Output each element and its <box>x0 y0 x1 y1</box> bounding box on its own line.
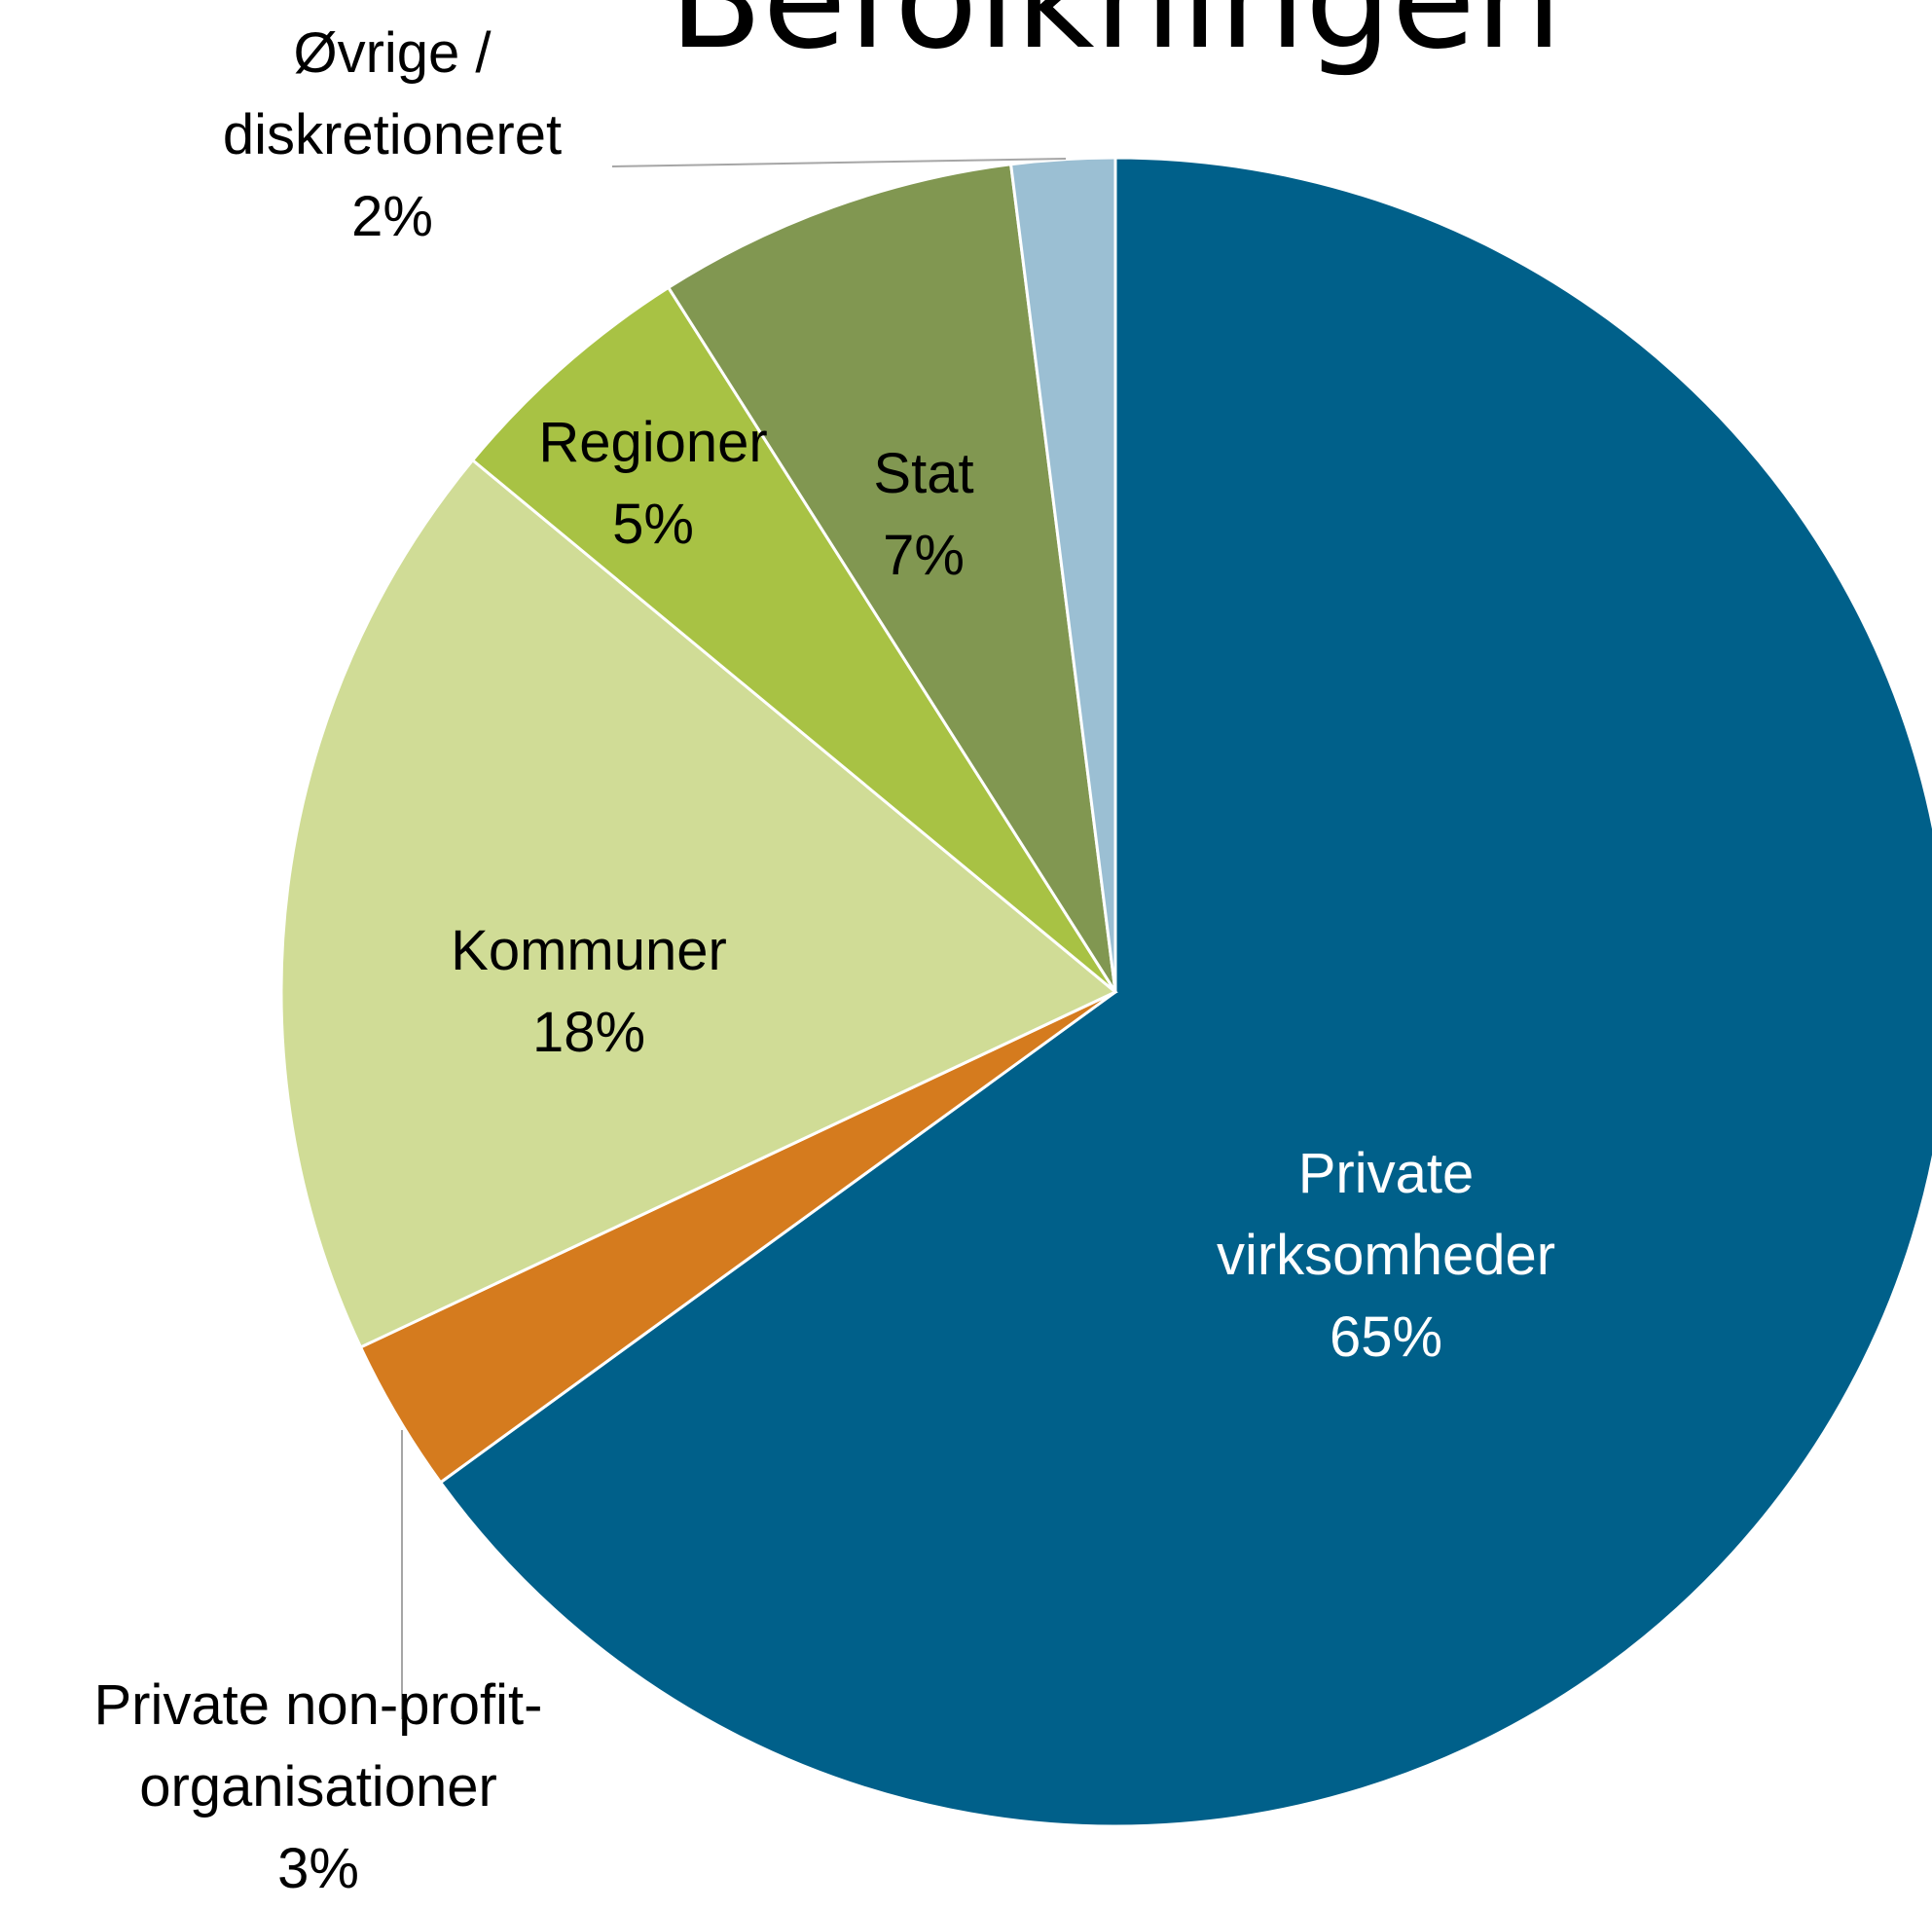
slice-label: Regioner 5% <box>429 402 877 566</box>
slice-label: Private virksomheder 65% <box>1162 1133 1610 1378</box>
value-label: 5% <box>612 493 694 556</box>
category-label: Øvrige / diskretioneret <box>222 21 563 166</box>
slice-label: Stat 7% <box>700 433 1148 597</box>
pie-slice <box>438 156 1932 1828</box>
category-label: Private virksomheder <box>1216 1142 1556 1287</box>
slices <box>279 156 1932 1828</box>
value-label: 65% <box>1329 1305 1443 1369</box>
pie-slice <box>666 163 1117 993</box>
value-label: 2% <box>351 185 433 248</box>
pie-slice <box>470 285 1117 994</box>
value-label: 18% <box>531 1001 646 1064</box>
chart-title: Befolkningen <box>669 0 1561 80</box>
category-label: Private non-profit-organisationer <box>93 1673 543 1818</box>
value-label: 3% <box>277 1837 359 1900</box>
category-label: Regioner <box>538 411 768 474</box>
category-label: Stat <box>873 442 974 505</box>
leader-line <box>611 158 1067 167</box>
pie-slice <box>279 458 1118 1349</box>
slice-label: Øvrige / diskretioneret 2% <box>168 13 616 258</box>
slice-label: Kommuner 18% <box>365 910 813 1074</box>
value-label: 7% <box>883 524 965 587</box>
slice-label: Private non-profit-organisationer 3% <box>7 1665 630 1910</box>
category-label: Kommuner <box>451 919 727 982</box>
